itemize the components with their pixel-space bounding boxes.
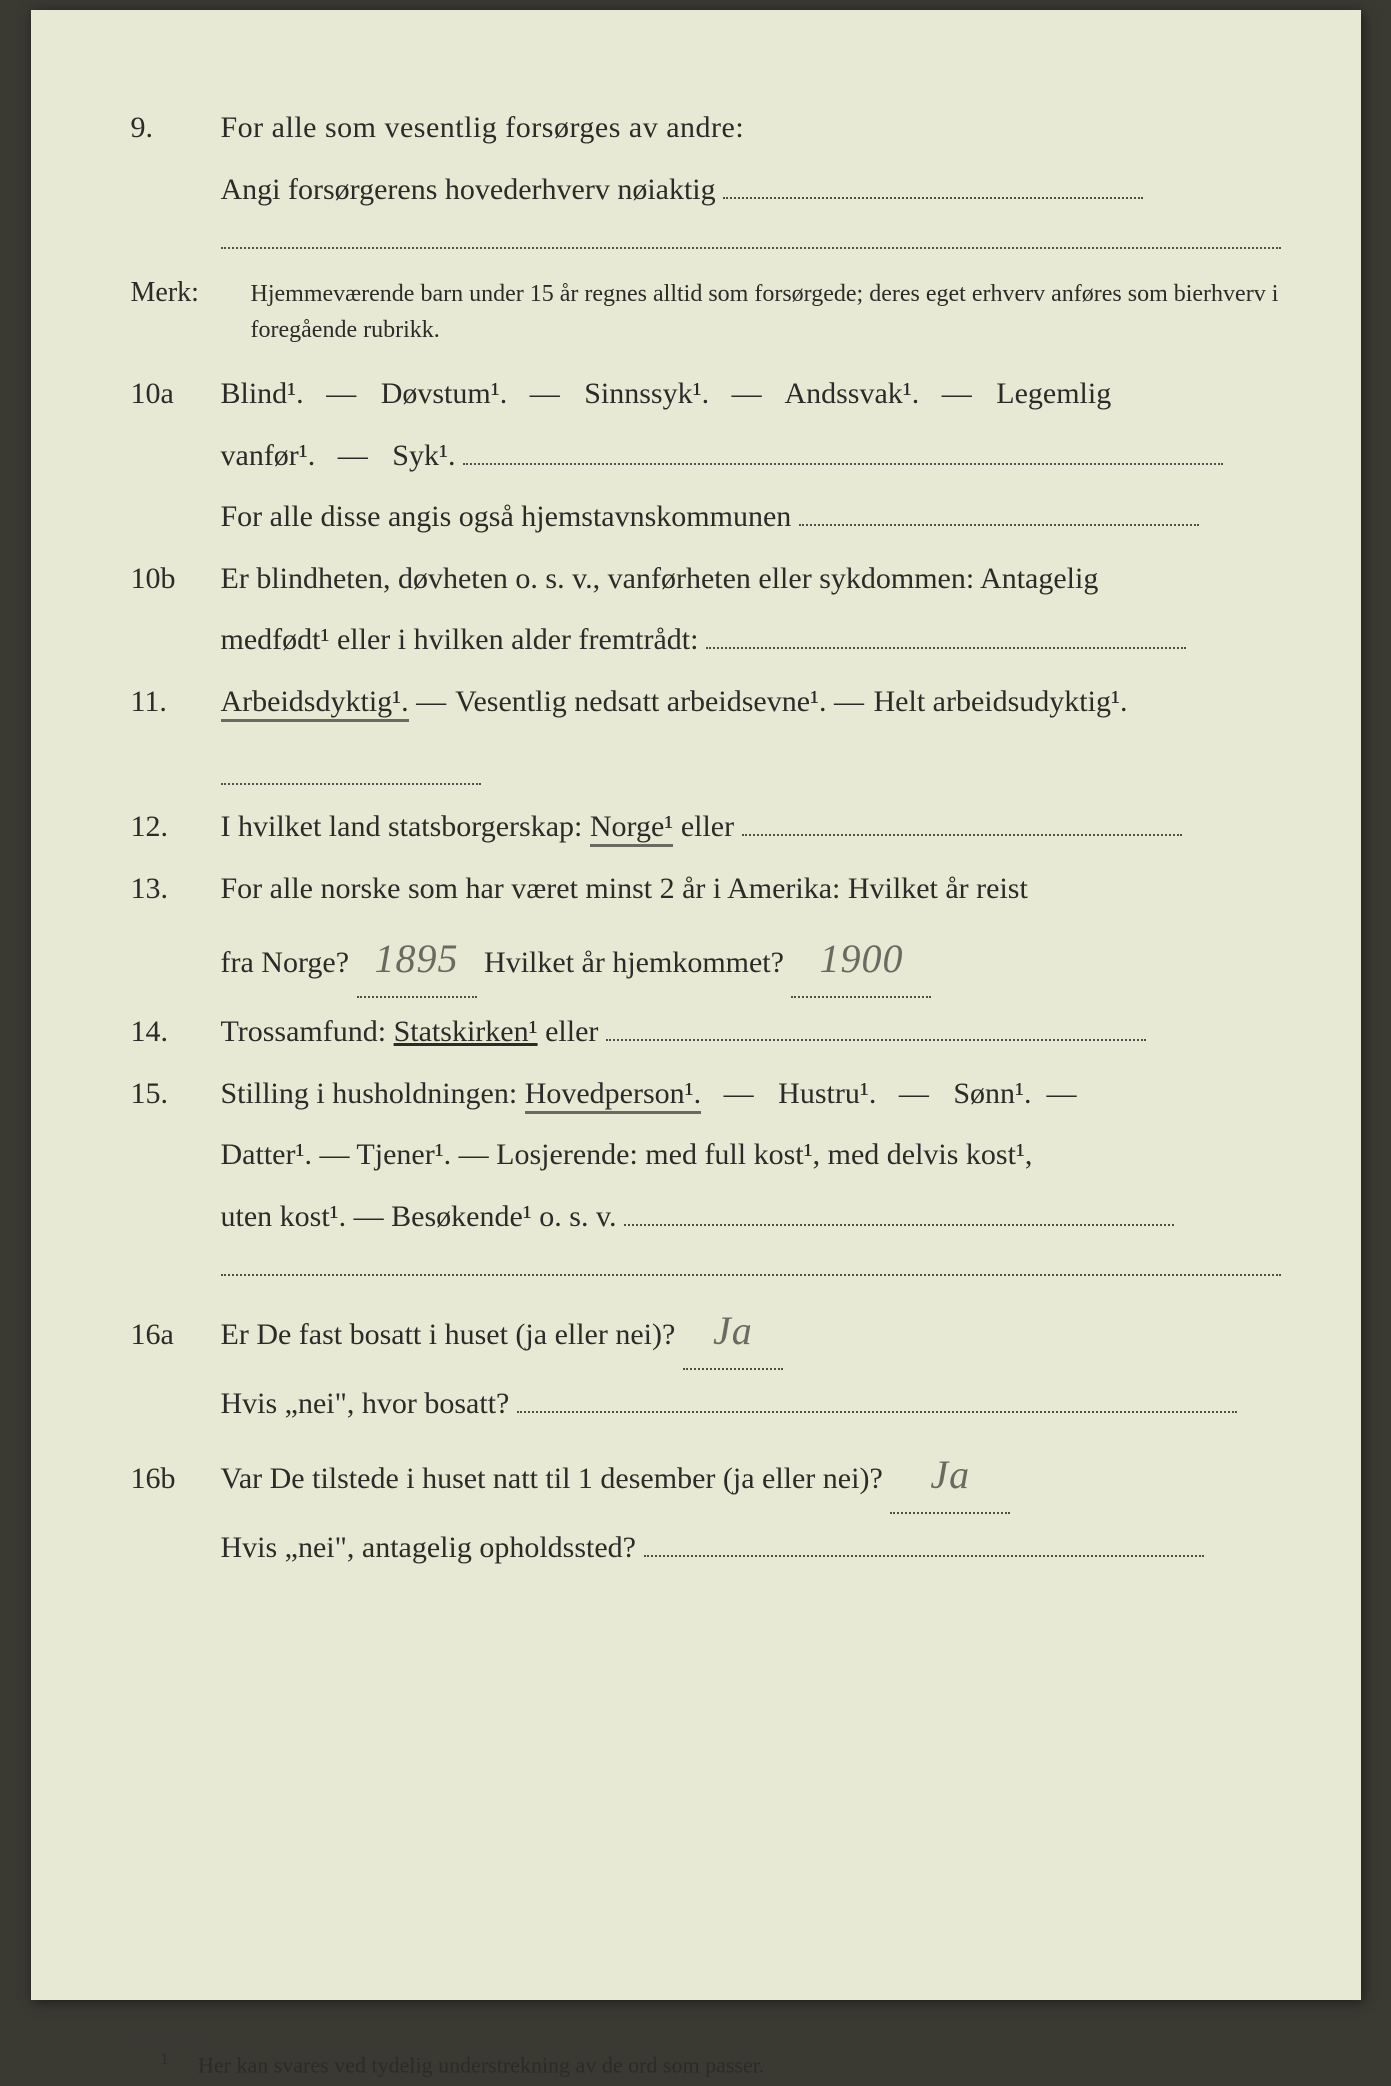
q14-num: 14. bbox=[131, 1004, 221, 1060]
q16b-row2: Hvis „nei", antagelig opholdssted? bbox=[131, 1520, 1281, 1576]
q16a-row1: 16a Er De fast bosatt i huset (ja eller … bbox=[131, 1294, 1281, 1370]
q9-num: 9. bbox=[131, 100, 221, 156]
q15-row2: Datter¹. — Tjener¹. — Losjerende: med fu… bbox=[131, 1127, 1281, 1183]
q16a-fill[interactable] bbox=[517, 1381, 1237, 1413]
q10b-line2: medfødt¹ eller i hvilken alder fremtrådt… bbox=[221, 623, 699, 656]
q16a-line2: Hvis „nei", hvor bosatt? bbox=[221, 1387, 510, 1420]
footnote-text: Her kan svares ved tydelig understreknin… bbox=[198, 2052, 764, 2077]
q13-hand-b: 1900 bbox=[815, 936, 907, 981]
q14-suffix: eller bbox=[545, 1015, 598, 1048]
q15-underlined: Hovedperson¹. bbox=[525, 1077, 701, 1114]
q10b-fill[interactable] bbox=[706, 617, 1186, 649]
q15-line3: uten kost¹. — Besøkende¹ o. s. v. bbox=[221, 1200, 617, 1233]
q15-row1: 15. Stilling i husholdningen: Hovedperso… bbox=[131, 1066, 1281, 1122]
q13-year-left[interactable]: 1895 bbox=[357, 922, 477, 998]
q10a-opt-2: Sinnssyk¹. bbox=[584, 377, 709, 410]
q16b-answer[interactable]: Ja bbox=[890, 1438, 1010, 1514]
q9-line2-prefix: Angi forsørgerens hovederhverv nøiaktig bbox=[221, 173, 716, 206]
q14-prefix: Trossamfund: bbox=[221, 1015, 394, 1048]
q13-line2b: Hvilket år hjemkommet? bbox=[484, 946, 784, 979]
q9-line1: For alle som vesentlig forsørges av andr… bbox=[221, 100, 1281, 156]
q9-fill[interactable] bbox=[723, 167, 1143, 199]
q14-row: 14. Trossamfund: Statskirken¹ eller bbox=[131, 1004, 1281, 1060]
q11-row: 11. Arbeidsdyktig¹. — Vesentlig nedsatt … bbox=[131, 674, 1281, 730]
q16a-row2: Hvis „nei", hvor bosatt? bbox=[131, 1376, 1281, 1432]
q16b-hand: Ja bbox=[926, 1452, 974, 1497]
q10a-opt-0: Blind¹. bbox=[221, 377, 304, 410]
q10a-opt-1: Døvstum¹. bbox=[381, 377, 508, 410]
q10a-opt-4: Legemlig bbox=[996, 377, 1111, 410]
q16a-num: 16a bbox=[131, 1307, 221, 1363]
q15-line2: Datter¹. — Tjener¹. — Losjerende: med fu… bbox=[221, 1127, 1281, 1183]
q11-opt-1: Vesentlig nedsatt arbeidsevne¹. bbox=[455, 685, 826, 718]
q9-blank-line[interactable] bbox=[221, 223, 1281, 249]
q13-row1: 13. For alle norske som har været minst … bbox=[131, 861, 1281, 917]
q10a-opt2-1: Syk¹. bbox=[392, 439, 455, 472]
q11-num: 11. bbox=[131, 674, 221, 730]
q12-row: 12. I hvilket land statsborgerskap: Norg… bbox=[131, 799, 1281, 855]
q10a-row3: For alle disse angis også hjemstavnskomm… bbox=[131, 489, 1281, 545]
q15-fill[interactable] bbox=[624, 1194, 1174, 1226]
q15-blank-line[interactable] bbox=[221, 1250, 1281, 1276]
q15-opt1-0: Hustru¹. bbox=[778, 1077, 876, 1110]
q15-prefix: Stilling i husholdningen: bbox=[221, 1077, 525, 1110]
q10a-opt-3: Andssvak¹. bbox=[784, 377, 919, 410]
q11-opt-2: Helt arbeidsudyktig¹. bbox=[874, 685, 1128, 718]
q15-num: 15. bbox=[131, 1066, 221, 1122]
q10b-num: 10b bbox=[131, 551, 221, 607]
q13-line1: For alle norske som har været minst 2 år… bbox=[221, 861, 1281, 917]
merk-row: Merk: Hjemmeværende barn under 15 år reg… bbox=[131, 267, 1281, 348]
q10a-row1: 10a Blind¹. — Døvstum¹. — Sinnssyk¹. — A… bbox=[131, 366, 1281, 422]
q16a-hand: Ja bbox=[709, 1308, 757, 1353]
footnote-rule bbox=[131, 2035, 211, 2037]
q11-blank[interactable] bbox=[221, 753, 481, 785]
q10a-num: 10a bbox=[131, 366, 221, 422]
q14-fill[interactable] bbox=[606, 1009, 1146, 1041]
merk-label: Merk: bbox=[131, 267, 251, 319]
q16b-line2: Hvis „nei", antagelig opholdssted? bbox=[221, 1531, 637, 1564]
q13-num: 13. bbox=[131, 861, 221, 917]
q10a-fill2[interactable] bbox=[799, 494, 1199, 526]
q10a-row2: vanfør¹. — Syk¹. bbox=[131, 428, 1281, 484]
q12-underlined: Norge¹ bbox=[590, 810, 673, 847]
q12-fill[interactable] bbox=[742, 804, 1182, 836]
q14-underlined: Statskirken¹ bbox=[394, 1015, 538, 1048]
q16b-row1: 16b Var De tilstede i huset natt til 1 d… bbox=[131, 1438, 1281, 1514]
q16b-fill[interactable] bbox=[644, 1525, 1204, 1557]
q10a-line3: For alle disse angis også hjemstavnskomm… bbox=[221, 500, 792, 533]
q13-line2a: fra Norge? bbox=[221, 946, 350, 979]
merk-text: Hjemmeværende barn under 15 år regnes al… bbox=[251, 276, 1281, 348]
q13-hand-a: 1895 bbox=[371, 936, 463, 981]
q11-opt-underlined: Arbeidsdyktig¹. bbox=[221, 685, 409, 722]
q16b-num: 16b bbox=[131, 1451, 221, 1507]
q10a-opt2-0: vanfør¹. bbox=[221, 439, 316, 472]
q10a-fill[interactable] bbox=[463, 433, 1223, 465]
q12-prefix: I hvilket land statsborgerskap: bbox=[221, 810, 590, 843]
q12-suffix: eller bbox=[681, 810, 734, 843]
q16a-line1: Er De fast bosatt i huset (ja eller nei)… bbox=[221, 1318, 676, 1351]
q13-row2: fra Norge? 1895 Hvilket år hjemkommet? 1… bbox=[131, 922, 1281, 998]
q15-opt1-1: Sønn¹. bbox=[953, 1077, 1031, 1110]
q10b-row1: 10b Er blindheten, døvheten o. s. v., va… bbox=[131, 551, 1281, 607]
form-page: 9. For alle som vesentlig forsørges av a… bbox=[31, 10, 1361, 2000]
footnote: 1 Her kan svares ved tydelig understrekn… bbox=[131, 2045, 1281, 2086]
q9-row2: Angi forsørgerens hovederhverv nøiaktig bbox=[131, 162, 1281, 218]
q16b-line1: Var De tilstede i huset natt til 1 desem… bbox=[221, 1462, 883, 1495]
q10b-line1: Er blindheten, døvheten o. s. v., vanfør… bbox=[221, 551, 1281, 607]
q9-row1: 9. For alle som vesentlig forsørges av a… bbox=[131, 100, 1281, 156]
q12-num: 12. bbox=[131, 799, 221, 855]
footnote-num: 1 bbox=[161, 2051, 169, 2068]
q10b-row2: medfødt¹ eller i hvilken alder fremtrådt… bbox=[131, 612, 1281, 668]
q15-row3: uten kost¹. — Besøkende¹ o. s. v. bbox=[131, 1189, 1281, 1245]
q16a-answer[interactable]: Ja bbox=[683, 1294, 783, 1370]
q13-year-right[interactable]: 1900 bbox=[791, 922, 931, 998]
